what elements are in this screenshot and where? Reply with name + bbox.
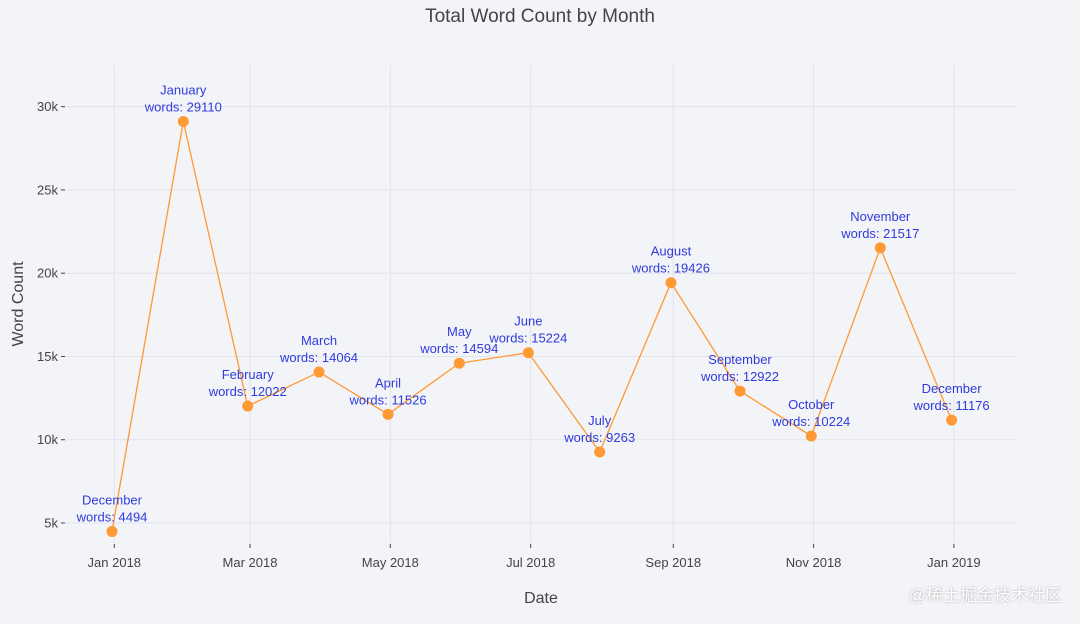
- watermark: @稀土掘金技术社区: [908, 586, 1062, 605]
- point-label-month: August: [651, 244, 692, 259]
- chart-title: Total Word Count by Month: [425, 6, 655, 27]
- point-label-value: words: 12922: [700, 369, 779, 384]
- data-point[interactable]: [665, 277, 677, 289]
- data-point[interactable]: [522, 347, 534, 359]
- data-point[interactable]: [946, 414, 958, 426]
- point-label-month: December: [922, 381, 983, 396]
- y-tick-label: 10k: [37, 432, 58, 447]
- data-point[interactable]: [313, 366, 325, 378]
- data-point[interactable]: [874, 242, 886, 254]
- point-label-value: words: 11526: [348, 392, 426, 407]
- x-tick-label: Mar 2018: [223, 555, 278, 570]
- y-axis-title: Word Count: [10, 261, 27, 347]
- point-label-month: June: [514, 314, 542, 329]
- data-point[interactable]: [453, 357, 465, 369]
- data-point[interactable]: [382, 408, 394, 420]
- data-point[interactable]: [106, 525, 118, 537]
- x-tick-label: Sep 2018: [645, 555, 701, 570]
- point-label-value: words: 21517: [840, 226, 919, 241]
- point-label-value: words: 12022: [208, 384, 287, 399]
- y-tick-label: 25k: [37, 182, 58, 197]
- point-label-value: words: 4494: [76, 509, 148, 524]
- data-point[interactable]: [177, 115, 189, 127]
- data-point[interactable]: [734, 385, 746, 397]
- point-label-month: May: [447, 324, 472, 339]
- x-tick-label: May 2018: [362, 555, 419, 570]
- point-label-value: words: 9263: [563, 430, 635, 445]
- point-label-value: words: 29110: [144, 99, 222, 114]
- data-point[interactable]: [805, 430, 817, 442]
- x-axis-title: Date: [524, 590, 558, 607]
- x-tick-label: Jan 2019: [927, 555, 981, 570]
- x-axis: Jan 2018 Mar 2018 May 2018 Jul 2018 Sep 2018…: [88, 544, 981, 570]
- point-label-month: March: [301, 333, 337, 348]
- point-label-month: July: [588, 413, 612, 428]
- data-point[interactable]: [242, 400, 254, 412]
- point-labels: December words: 4494 January words: 29110 Fe…: [76, 82, 990, 524]
- x-gridlines: [113, 65, 955, 543]
- point-label-value: words: 15224: [488, 331, 567, 346]
- x-tick-label: Jul 2018: [506, 555, 555, 570]
- x-tick-label: Nov 2018: [786, 555, 842, 570]
- point-label-month: January: [160, 82, 207, 97]
- point-label-month: April: [375, 375, 401, 390]
- x-tick-label: Jan 2018: [88, 555, 142, 570]
- y-gridlines: [66, 106, 1016, 524]
- y-tick-label: 15k: [37, 349, 58, 364]
- point-label-month: December: [82, 492, 143, 507]
- point-label-month: February: [222, 367, 275, 382]
- point-label-value: words: 19426: [631, 261, 710, 276]
- series-markers: [106, 115, 958, 537]
- data-point[interactable]: [594, 446, 606, 458]
- point-label-value: words: 11176: [913, 398, 990, 413]
- y-axis: 5k 10k 15k 20k 25k 30k: [37, 99, 65, 531]
- point-label-month: November: [850, 209, 911, 224]
- y-tick-label: 5k: [44, 516, 58, 531]
- point-label-value: words: 14594: [419, 341, 498, 356]
- y-tick-label: 20k: [37, 266, 58, 281]
- point-label-month: September: [708, 352, 772, 367]
- point-label-value: words: 14064: [279, 350, 358, 365]
- point-label-month: October: [788, 397, 835, 412]
- y-tick-label: 30k: [37, 99, 58, 114]
- point-label-value: words: 10224: [771, 414, 850, 429]
